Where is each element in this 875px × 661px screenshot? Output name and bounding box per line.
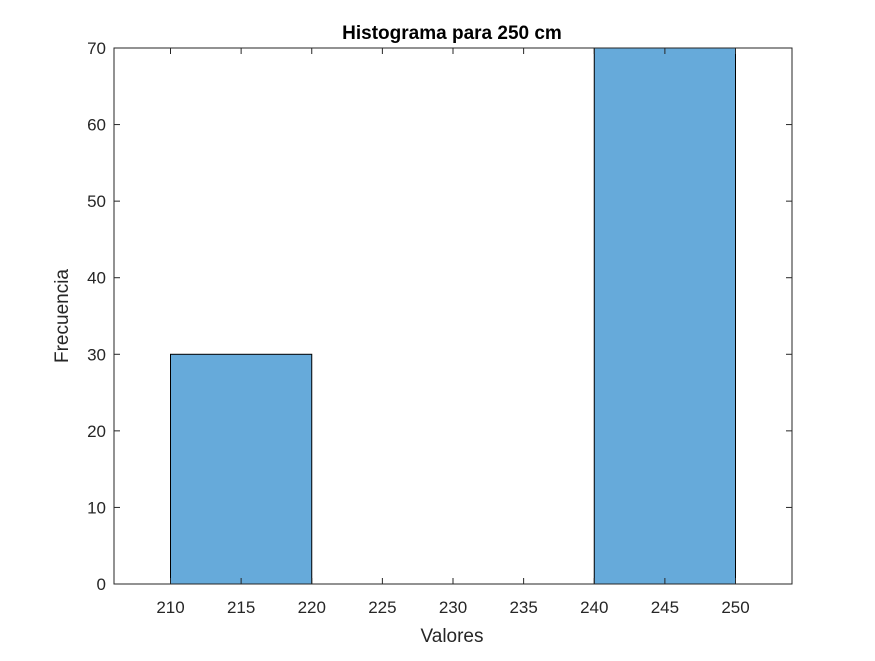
y-tick-label: 50 — [87, 192, 106, 211]
histogram-bar-240-250 — [593, 47, 736, 585]
y-tick-label: 70 — [87, 39, 106, 58]
x-tick-label: 225 — [368, 598, 396, 617]
x-tick-label: 240 — [580, 598, 608, 617]
y-tick-label: 0 — [97, 575, 106, 594]
x-tick-label: 215 — [227, 598, 255, 617]
x-tick-label: 220 — [298, 598, 326, 617]
histogram-bar-210-220 — [170, 353, 313, 585]
chart-title: Histograma para 250 cm — [342, 23, 562, 44]
ticks-layer: 210 215 220 225 230 235 240 245 250 0 10 20 30 40 50 60… — [87, 39, 792, 617]
y-tick-label: 60 — [87, 116, 106, 135]
y-tick-label: 30 — [87, 345, 106, 364]
x-tick-label: 245 — [651, 598, 679, 617]
x-tick-label: 235 — [509, 598, 537, 617]
x-axis-label: Valores — [420, 626, 483, 647]
y-tick-label: 10 — [87, 498, 106, 517]
bars-layer — [170, 47, 736, 585]
y-tick-label: 40 — [87, 269, 106, 288]
x-tick-label: 250 — [721, 598, 749, 617]
y-axis-label: Frecuencia — [52, 269, 73, 363]
x-tick-label: 230 — [439, 598, 467, 617]
y-tick-label: 20 — [87, 422, 106, 441]
x-tick-label: 210 — [156, 598, 184, 617]
